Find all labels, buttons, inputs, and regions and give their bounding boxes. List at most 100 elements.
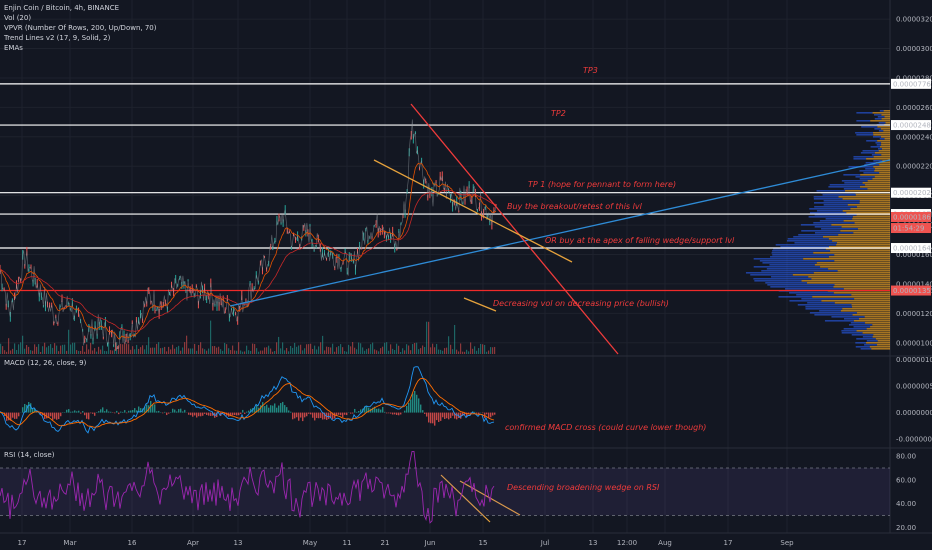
volume-bar: [228, 348, 230, 354]
macd-histogram-bar: [424, 412, 426, 414]
volume-bar: [204, 349, 206, 354]
vpvr-up-bar: [831, 224, 890, 226]
volume-bar: [154, 347, 156, 354]
macd-histogram-bar: [492, 412, 494, 416]
volume-bar: [34, 344, 36, 354]
macd-histogram-bar: [472, 411, 474, 413]
vpvr-up-bar: [853, 232, 890, 234]
macd-histogram-bar: [364, 406, 366, 413]
macd-histogram-bar: [344, 412, 346, 415]
vpvr-up-bar: [883, 110, 890, 112]
volume-bar: [194, 343, 196, 354]
volume-bar: [112, 350, 114, 354]
vpvr-down-bar: [787, 238, 829, 240]
vpvr-up-bar: [834, 260, 890, 262]
volume-bar: [438, 349, 440, 354]
indicator-vpvr[interactable]: VPVR (Number Of Rows, 200, Up/Down, 70): [4, 24, 157, 32]
vpvr-down-bar: [851, 334, 874, 336]
vpvr-up-bar: [840, 310, 890, 312]
macd-label[interactable]: MACD (12, 26, close, 9): [4, 359, 87, 367]
indicator-vol[interactable]: Vol (20): [4, 14, 32, 22]
rsi-wedge-line-a[interactable]: [440, 474, 491, 523]
volume-bar: [312, 348, 314, 354]
volume-bar: [182, 347, 184, 354]
vpvr-down-bar: [873, 160, 883, 162]
vpvr-down-bar: [798, 234, 839, 236]
macd-histogram-bar: [280, 403, 282, 413]
vpvr-down-bar: [822, 194, 856, 196]
macd-histogram-bar: [16, 412, 18, 419]
volume-bar: [148, 337, 150, 354]
time-axis[interactable]: 17 Mar 16 Apr 13 May 11 21 Jun 15 Jul 13 12:00 Aug 17 S…: [18, 539, 795, 547]
volume-bar: [484, 344, 486, 354]
macd-histogram-bar: [346, 412, 348, 416]
vpvr-down-bar: [759, 260, 835, 262]
vpvr-up-bar: [836, 244, 890, 246]
macd-histogram-bar: [24, 403, 26, 413]
vpvr-down-bar: [772, 250, 831, 252]
volume-bar: [168, 346, 170, 354]
rsi-wedge-line-b[interactable]: [459, 480, 521, 516]
macd-histogram-bar: [292, 412, 294, 420]
volume-bar: [482, 344, 484, 354]
indicator-emas[interactable]: EMAs: [4, 44, 23, 52]
price-tag-box: [891, 187, 931, 198]
signal-line: [0, 377, 495, 428]
vpvr-down-bar: [853, 158, 867, 160]
trend-lines: [229, 103, 891, 523]
volume-bar: [156, 343, 158, 354]
vpvr-down-bar: [853, 156, 874, 158]
macd-histogram-bar: [406, 405, 408, 413]
rsi-label[interactable]: RSI (14, close): [4, 451, 55, 459]
volume-bar: [238, 342, 240, 354]
ascending-support-line[interactable]: [229, 159, 891, 307]
macd-histogram-bar: [56, 412, 58, 420]
symbol-title[interactable]: Enjin Coin / Bitcoin, 4h, BINANCE: [4, 4, 120, 12]
rsi-tick-label: 80.00: [896, 453, 916, 461]
volume-bar: [378, 351, 380, 354]
vpvr-down-bar: [855, 346, 870, 348]
macd-histogram-bar: [494, 412, 496, 415]
volume-bar: [284, 350, 286, 354]
vpvr-up-bar: [832, 240, 890, 242]
vpvr-down-bar: [805, 308, 843, 310]
volume-bar: [240, 350, 242, 354]
vpvr-down-bar: [878, 130, 884, 132]
volume-bar: [70, 344, 72, 354]
volume-bar: [254, 344, 256, 354]
macd-histogram-bar: [132, 410, 134, 413]
macd-histogram-bar: [18, 412, 20, 417]
time-tick-label: Mar: [63, 539, 76, 547]
falling-wedge-lower-line[interactable]: [373, 159, 573, 263]
macd-histogram-bar: [462, 412, 464, 416]
vpvr-down-bar: [801, 230, 841, 232]
macd-histogram-bar: [444, 412, 446, 419]
macd-histogram-bar: [146, 404, 148, 413]
macd-histogram-bar: [196, 412, 198, 418]
macd-histogram-bar: [396, 412, 398, 416]
macd-histogram-bar: [182, 411, 184, 413]
macd-histogram-bar: [8, 412, 10, 421]
volume-bar: [396, 343, 398, 354]
vpvr-down-bar: [859, 178, 873, 180]
time-tick-label: Jun: [424, 539, 436, 547]
volume-bars: [0, 320, 496, 354]
macd-histogram-bar: [260, 405, 262, 413]
vpvr-down-bar: [793, 236, 823, 238]
ema-fast: [0, 162, 497, 340]
macd-histogram-bar: [394, 412, 396, 415]
falling-wedge-upper-line[interactable]: [410, 103, 619, 355]
macd-histogram-bar: [294, 412, 296, 419]
macd-histogram-bar: [158, 410, 160, 413]
indicator-trend-lines[interactable]: Trend Lines v2 (17, 9, Solid, 2): [4, 34, 111, 42]
vpvr-up-bar: [873, 156, 890, 158]
macd-histogram-bar: [460, 412, 462, 419]
vpvr-down-bar: [841, 330, 857, 332]
vpvr-down-bar: [745, 272, 814, 274]
macd-histogram-bar: [426, 412, 428, 417]
volume-trend-line[interactable]: [463, 297, 497, 312]
volume-bar: [352, 342, 354, 354]
